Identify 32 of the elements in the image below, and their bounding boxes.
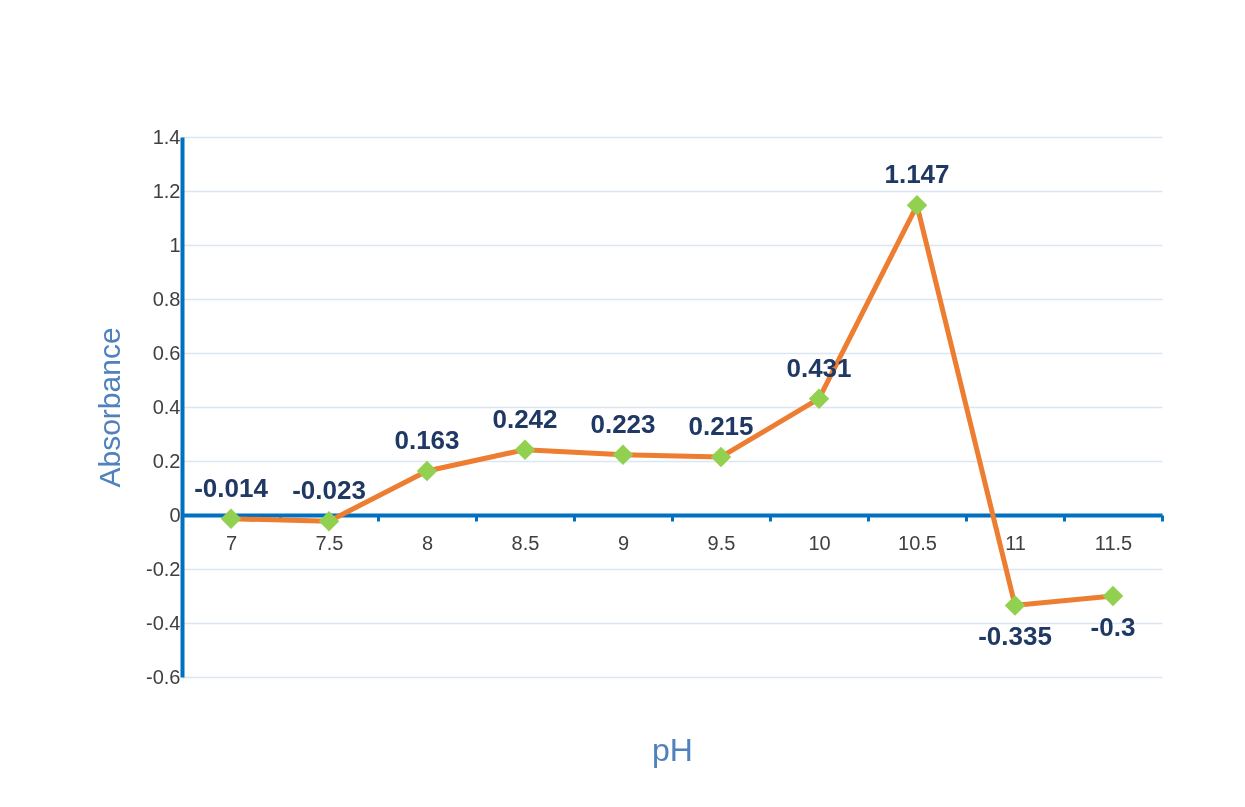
x-tick-label: 7.5 bbox=[315, 531, 344, 554]
y-axis-title: Absorbance bbox=[93, 327, 127, 488]
data-label: -0.335 bbox=[978, 621, 1052, 652]
x-tick-label: 8 bbox=[421, 531, 434, 554]
y-tick-label: 1.4 bbox=[152, 125, 181, 148]
x-tick-label: 11.5 bbox=[1094, 531, 1133, 554]
data-label: -0.023 bbox=[292, 475, 366, 506]
x-axis-title: pH bbox=[652, 731, 693, 768]
data-label: -0.3 bbox=[1090, 612, 1136, 642]
y-tick-label: -0.6 bbox=[146, 665, 181, 688]
y-tick-label: 0.4 bbox=[152, 395, 181, 418]
x-tick-label: 9 bbox=[617, 531, 630, 554]
data-label: 0.242 bbox=[492, 403, 558, 434]
x-tick-label: 9.5 bbox=[707, 531, 736, 554]
y-tick-label: -0.2 bbox=[146, 557, 181, 580]
data-label: 1.147 bbox=[884, 159, 950, 190]
x-tick-label: 10 bbox=[808, 531, 831, 554]
data-label: 0.215 bbox=[688, 410, 754, 441]
y-tick-label: 0.2 bbox=[152, 449, 181, 472]
x-tick-label: 7 bbox=[225, 531, 238, 554]
y-tick-label: -0.4 bbox=[146, 611, 181, 634]
y-tick-label: 0 bbox=[169, 503, 181, 526]
data-label: 0.163 bbox=[394, 424, 460, 455]
y-tick-label: 0.6 bbox=[152, 341, 181, 364]
x-tick-label: 11 bbox=[1005, 531, 1026, 554]
x-tick-label: 10.5 bbox=[898, 531, 937, 554]
data-label: 0.223 bbox=[590, 408, 656, 439]
y-tick-label: 0.8 bbox=[152, 287, 181, 310]
y-tick-label: 1 bbox=[169, 233, 181, 256]
x-tick-label: 8.5 bbox=[511, 531, 540, 554]
y-tick-label: 1.2 bbox=[152, 179, 181, 202]
data-label: -0.014 bbox=[194, 472, 269, 503]
